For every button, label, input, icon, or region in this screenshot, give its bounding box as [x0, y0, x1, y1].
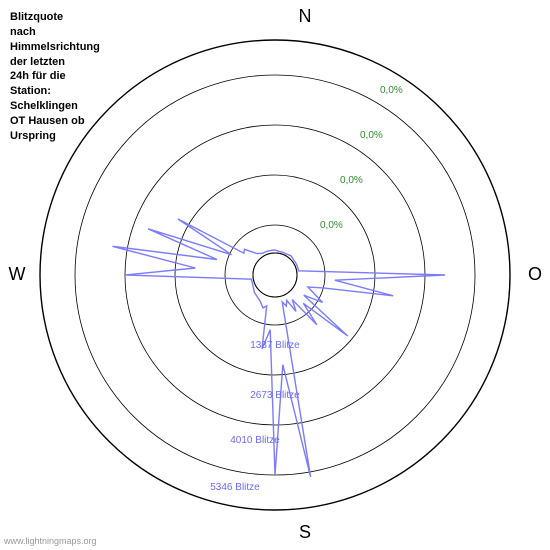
- svg-text:4010 Blitze: 4010 Blitze: [230, 435, 280, 446]
- svg-text:0,0%: 0,0%: [320, 220, 343, 231]
- svg-text:2673 Blitze: 2673 Blitze: [250, 390, 300, 401]
- svg-text:0,0%: 0,0%: [380, 85, 403, 96]
- svg-text:0,0%: 0,0%: [360, 130, 383, 141]
- svg-text:S: S: [299, 522, 311, 542]
- svg-text:W: W: [9, 264, 26, 284]
- svg-text:5346 Blitze: 5346 Blitze: [210, 482, 260, 493]
- chart-title: BlitzquotenachHimmelsrichtungder letzten…: [10, 10, 100, 144]
- svg-text:N: N: [299, 6, 312, 26]
- svg-text:0,0%: 0,0%: [340, 175, 363, 186]
- svg-text:O: O: [528, 264, 542, 284]
- svg-text:1337 Blitze: 1337 Blitze: [250, 340, 300, 351]
- attribution: www.lightningmaps.org: [4, 536, 97, 546]
